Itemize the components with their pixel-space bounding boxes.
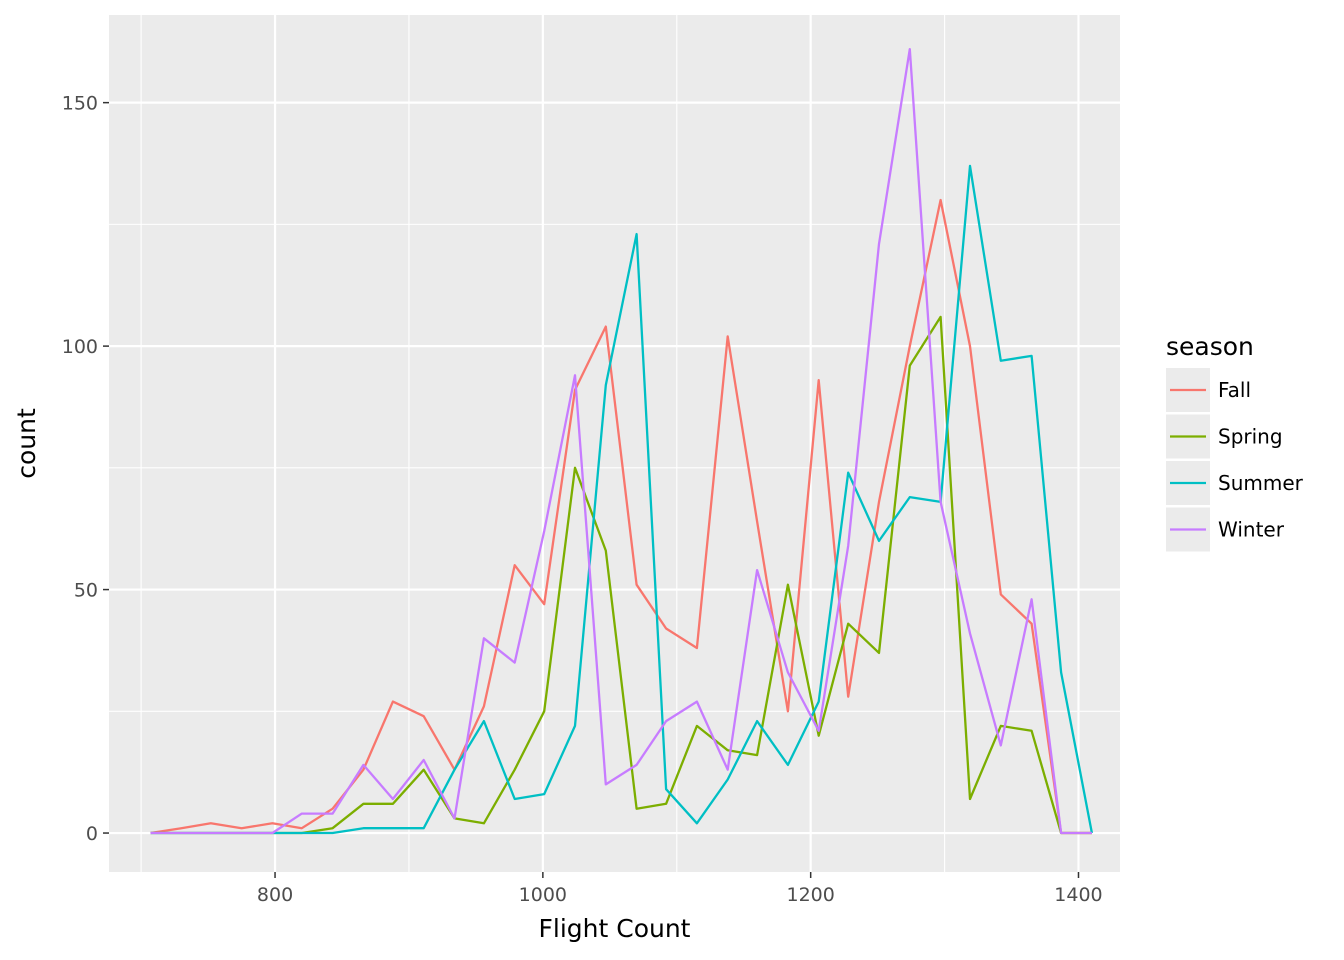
legend-item-winter: Winter [1166, 507, 1285, 552]
legend-items: Fall Spring Summer Winter [1166, 368, 1304, 552]
series-line-winter [150, 47, 1092, 835]
x-tick-label: 1200 [786, 884, 834, 906]
y-axis-title: count [12, 408, 41, 479]
x-tick-label: 1400 [1054, 884, 1102, 906]
x-tick-label: 800 [257, 884, 293, 906]
legend-label: Summer [1218, 471, 1304, 495]
y-tick-label: 50 [74, 580, 98, 602]
x-tick-label: 1000 [519, 884, 567, 906]
legend-label: Spring [1218, 425, 1283, 449]
legend-title: season [1166, 332, 1254, 361]
minor-gridlines [109, 15, 1120, 872]
y-axis-tick-labels: 0 50 100 150 [62, 93, 98, 845]
legend-label: Winter [1218, 518, 1285, 542]
y-tick-label: 0 [86, 823, 98, 845]
series-line-summer [150, 164, 1094, 835]
x-axis-title: Flight Count [539, 914, 691, 943]
legend-label: Fall [1218, 378, 1251, 402]
legend-item-spring: Spring [1166, 414, 1283, 459]
x-axis-tick-labels: 800 1000 1200 1400 [257, 884, 1103, 906]
plot-panel [109, 15, 1120, 872]
y-tick-label: 100 [62, 336, 98, 358]
series-line-fall [150, 198, 1092, 835]
legend-item-summer: Summer [1166, 461, 1304, 505]
axis-ticks [103, 101, 1080, 878]
legend: season Fall Spring Summer Winter [1166, 332, 1304, 552]
y-tick-label: 150 [62, 93, 98, 115]
series-lines [150, 47, 1094, 835]
legend-item-fall: Fall [1166, 368, 1251, 412]
